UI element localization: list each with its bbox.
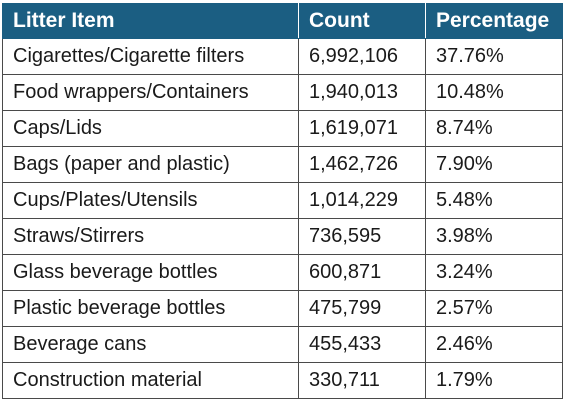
percentage-cell: 5.48%: [425, 182, 563, 219]
table-row: Cigarettes/Cigarette filters 6,992,106 3…: [2, 38, 563, 75]
count-cell: 600,871: [298, 254, 426, 291]
count-cell: 1,619,071: [298, 110, 426, 147]
item-cell: Glass beverage bottles: [2, 254, 299, 291]
count-cell: 1,940,013: [298, 74, 426, 111]
item-cell: Bags (paper and plastic): [2, 146, 299, 183]
item-cell: Caps/Lids: [2, 110, 299, 147]
table-row: Food wrappers/Containers 1,940,013 10.48…: [2, 74, 563, 111]
table-row: Bags (paper and plastic) 1,462,726 7.90%: [2, 146, 563, 183]
litter-items-table: Litter Item Count Percentage Cigarettes/…: [2, 3, 563, 399]
column-header-litter-item: Litter Item: [2, 3, 299, 39]
table-row: Glass beverage bottles 600,871 3.24%: [2, 254, 563, 291]
item-cell: Straws/Stirrers: [2, 218, 299, 255]
percentage-cell: 2.57%: [425, 290, 563, 327]
item-cell: Food wrappers/Containers: [2, 74, 299, 111]
percentage-cell: 37.76%: [425, 38, 563, 75]
count-cell: 6,992,106: [298, 38, 426, 75]
percentage-cell: 7.90%: [425, 146, 563, 183]
item-cell: Plastic beverage bottles: [2, 290, 299, 327]
percentage-cell: 8.74%: [425, 110, 563, 147]
table-row: Plastic beverage bottles 475,799 2.57%: [2, 290, 563, 327]
table-row: Caps/Lids 1,619,071 8.74%: [2, 110, 563, 147]
count-cell: 1,014,229: [298, 182, 426, 219]
percentage-cell: 10.48%: [425, 74, 563, 111]
header-row: Litter Item Count Percentage: [2, 3, 563, 39]
percentage-cell: 3.98%: [425, 218, 563, 255]
table-row: Construction material 330,711 1.79%: [2, 362, 563, 399]
count-cell: 736,595: [298, 218, 426, 255]
percentage-cell: 1.79%: [425, 362, 563, 399]
item-cell: Beverage cans: [2, 326, 299, 363]
column-header-count: Count: [298, 3, 426, 39]
count-cell: 455,433: [298, 326, 426, 363]
table-row: Cups/Plates/Utensils 1,014,229 5.48%: [2, 182, 563, 219]
percentage-cell: 2.46%: [425, 326, 563, 363]
count-cell: 1,462,726: [298, 146, 426, 183]
column-header-percentage: Percentage: [425, 3, 563, 39]
item-cell: Cigarettes/Cigarette filters: [2, 38, 299, 75]
table-row: Beverage cans 455,433 2.46%: [2, 326, 563, 363]
table-row: Straws/Stirrers 736,595 3.98%: [2, 218, 563, 255]
item-cell: Cups/Plates/Utensils: [2, 182, 299, 219]
percentage-cell: 3.24%: [425, 254, 563, 291]
count-cell: 475,799: [298, 290, 426, 327]
count-cell: 330,711: [298, 362, 426, 399]
item-cell: Construction material: [2, 362, 299, 399]
